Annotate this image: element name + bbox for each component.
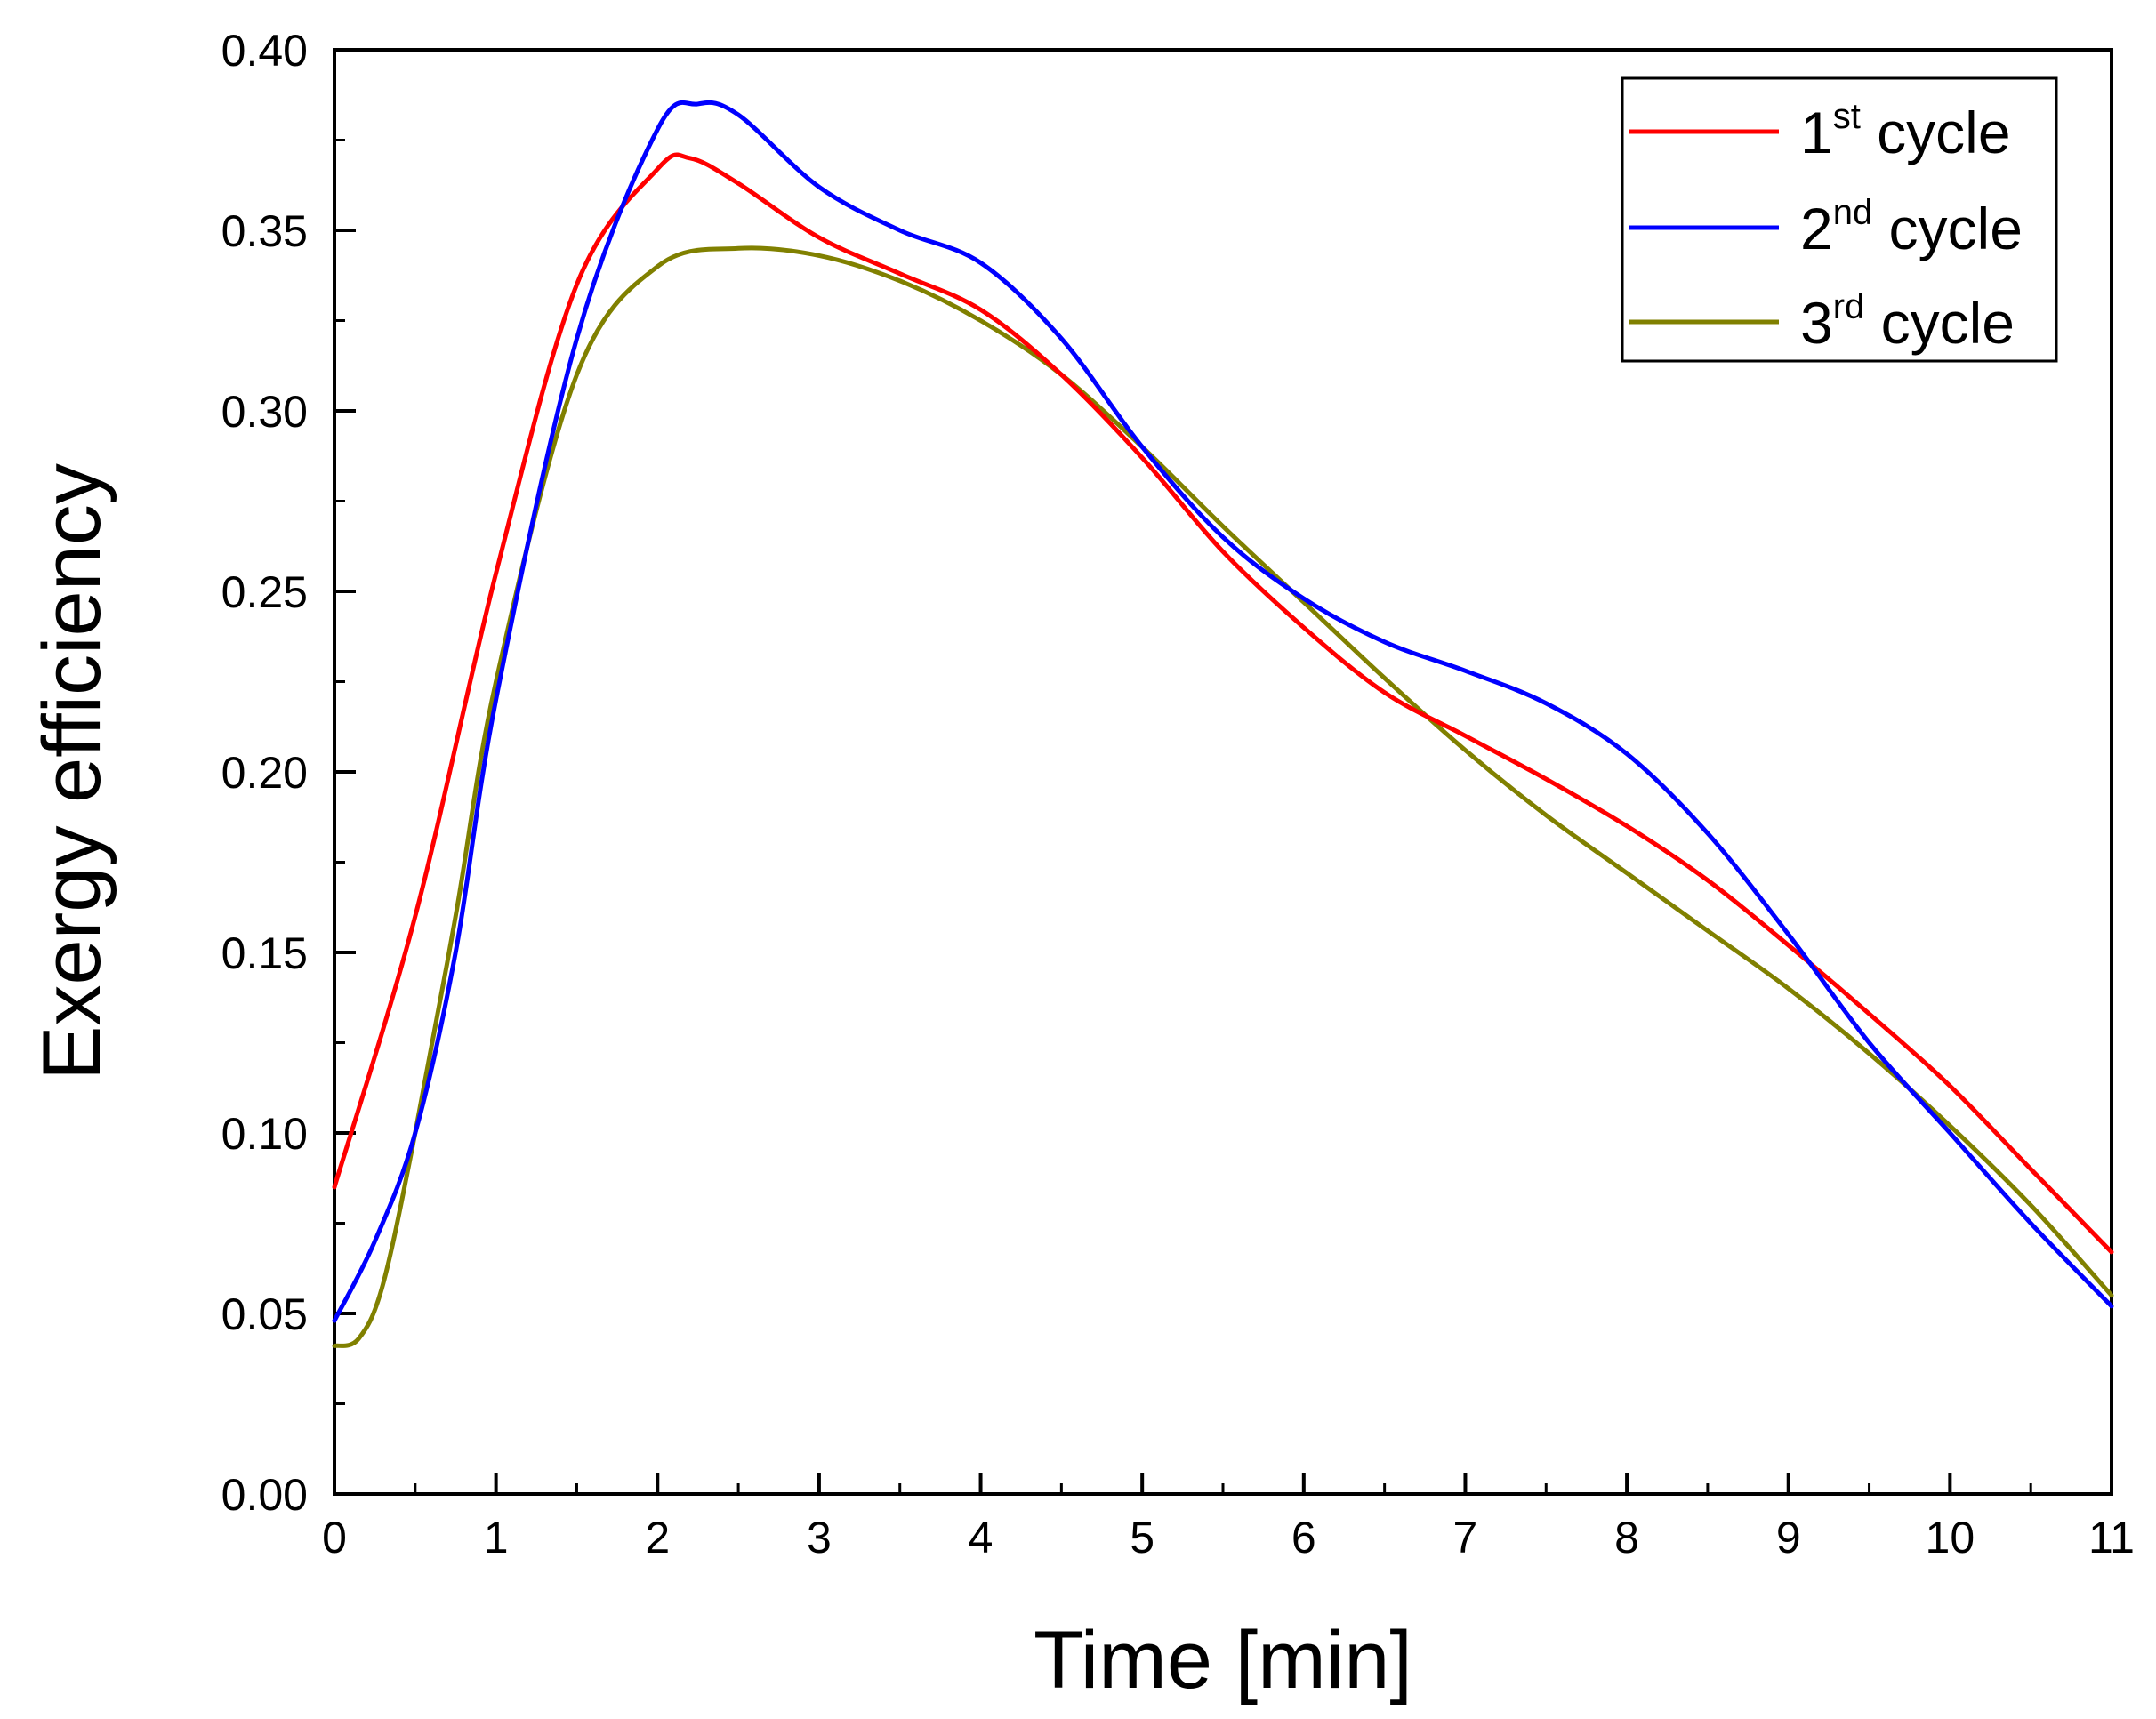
legend-box xyxy=(1621,76,2058,363)
x-tick-label: 1 xyxy=(484,1513,509,1562)
legend-label-1st-cycle: 1st cycle xyxy=(1800,97,2011,165)
series-lines xyxy=(332,100,2114,1348)
y-tick-label: 0.15 xyxy=(221,928,308,978)
x-tick-label: 9 xyxy=(1776,1513,1801,1562)
x-tick-label: 4 xyxy=(969,1513,994,1562)
y-tick-label: 0.05 xyxy=(221,1289,308,1339)
x-tick-label: 7 xyxy=(1453,1513,1478,1562)
y-tick-label: 0.20 xyxy=(221,748,308,798)
y-tick-label: 0.00 xyxy=(221,1470,308,1520)
y-axis-ticks: 0.00 0.05 0.10 0.15 0.20 0.25 0.30 0.35 0.40 xyxy=(221,26,356,1520)
series-line-3rd-cycle xyxy=(332,245,2114,1348)
series-line-2nd-cycle xyxy=(332,100,2114,1323)
x-axis-ticks: 0 1 2 3 4 5 6 7 8 9 10 11 xyxy=(322,1473,2135,1562)
legend-label-3rd-cycle: 3rd cycle xyxy=(1800,287,2015,356)
series-line-1st-cycle xyxy=(332,152,2114,1255)
y-axis-title: Exergy efficiency xyxy=(27,463,117,1080)
x-tick-label: 0 xyxy=(322,1513,347,1562)
y-tick-label: 0.40 xyxy=(221,26,308,76)
x-tick-label: 5 xyxy=(1130,1513,1154,1562)
y-tick-label: 0.10 xyxy=(221,1109,308,1159)
legend: 1st cycle 2nd cycle 3rd cycle xyxy=(1621,76,2058,363)
x-tick-label: 6 xyxy=(1291,1513,1316,1562)
x-axis-title: Time [min] xyxy=(1034,1615,1412,1706)
y-tick-label: 0.30 xyxy=(221,387,308,437)
legend-label-2nd-cycle: 2nd cycle xyxy=(1800,193,2023,261)
y-tick-label: 0.35 xyxy=(221,206,308,256)
x-tick-label: 3 xyxy=(807,1513,832,1562)
x-tick-label: 11 xyxy=(2088,1513,2135,1562)
x-tick-label: 10 xyxy=(1926,1513,1975,1562)
x-tick-label: 8 xyxy=(1614,1513,1639,1562)
y-tick-label: 0.25 xyxy=(221,567,308,617)
x-tick-label: 2 xyxy=(645,1513,670,1562)
